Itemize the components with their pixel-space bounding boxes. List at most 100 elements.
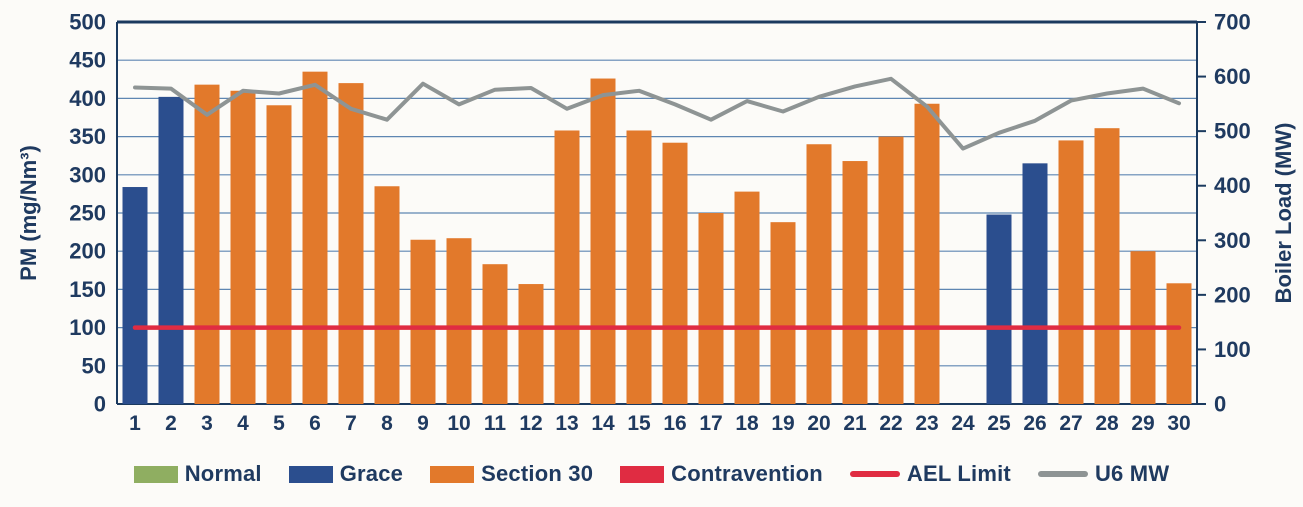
- x-axis-tick-label: 15: [627, 412, 651, 435]
- legend-item-section-30: Section 30: [430, 461, 593, 487]
- x-axis-tick-label: 4: [237, 412, 249, 435]
- u6-mw-line: [133, 76, 1181, 151]
- right-axis-tick-label: 200: [1214, 282, 1251, 307]
- legend-item-u6-mw: U6 MW: [1037, 461, 1170, 487]
- legend-swatch-box: [620, 465, 665, 483]
- bar-day-22: [878, 136, 904, 404]
- bar-day-21: [842, 161, 868, 404]
- x-axis-tick-label: 8: [381, 412, 393, 435]
- bar-day-16: [662, 142, 688, 404]
- bar-day-3: [194, 84, 220, 404]
- left-axis-tick-label: 200: [69, 239, 106, 264]
- x-axis-tick-label: 18: [735, 412, 759, 435]
- x-axis-tick-label: 2: [165, 412, 177, 435]
- x-axis-tick-label: 16: [663, 412, 686, 435]
- x-axis-tick-label: 21: [843, 412, 867, 435]
- bar-day-1: [122, 187, 148, 404]
- x-axis-tick-label: 26: [1023, 412, 1046, 435]
- x-axis-tick-label: 20: [807, 412, 830, 435]
- legend-swatch-box: [133, 465, 178, 483]
- x-axis-tick-label: 28: [1095, 412, 1119, 435]
- x-axis-tick-label: 30: [1167, 412, 1190, 435]
- left-axis-tick-label: 50: [82, 353, 106, 378]
- bar-day-13: [554, 130, 580, 404]
- x-axis-tick-label: 10: [447, 412, 470, 435]
- bar-day-26: [1022, 163, 1048, 404]
- x-axis-tick-label: 17: [699, 412, 722, 435]
- x-axis-tick-label: 9: [417, 412, 429, 435]
- right-axis-tick-label: 300: [1214, 228, 1251, 253]
- bar-day-17: [698, 213, 724, 404]
- left-axis-tick-label: 150: [69, 277, 106, 302]
- legend-item-ael-limit: AEL Limit: [849, 461, 1011, 487]
- legend-swatch-line: [1037, 471, 1088, 477]
- right-axis-tick-label: 0: [1214, 392, 1226, 417]
- x-axis-tick-label: 7: [345, 412, 357, 435]
- left-axis-tick-label: 300: [69, 162, 106, 187]
- left-axis-tick-label: 400: [69, 86, 106, 111]
- bar-day-9: [410, 239, 436, 404]
- legend-swatch-line: [849, 471, 900, 477]
- bar-day-7: [338, 83, 364, 405]
- legend-label: Normal: [184, 461, 262, 486]
- left-axis-title: PM (mg/Nm³): [16, 145, 41, 281]
- legend-item-normal: Normal: [133, 461, 262, 487]
- x-axis-tick-label: 3: [201, 412, 213, 435]
- legend-swatch-box: [288, 465, 333, 483]
- bar-day-14: [590, 78, 616, 404]
- x-axis-tick-label: 22: [879, 412, 902, 435]
- bar-day-18: [734, 191, 760, 404]
- left-axis-tick-label: 0: [94, 392, 106, 417]
- bar-day-8: [374, 186, 400, 404]
- legend-label: Section 30: [481, 461, 594, 486]
- x-axis-tick-label: 29: [1131, 412, 1154, 435]
- legend-label: U6 MW: [1094, 461, 1170, 486]
- left-axis-tick-label: 350: [69, 124, 106, 149]
- bar-day-28: [1094, 128, 1120, 405]
- x-axis-tick-label: 6: [309, 412, 321, 435]
- legend-item-contravention: Contravention: [620, 461, 823, 487]
- x-axis-tick-label: 23: [915, 412, 938, 435]
- legend-swatch-box: [430, 465, 475, 483]
- x-axis-tick-label: 14: [591, 412, 615, 435]
- bar-day-30: [1166, 283, 1192, 404]
- right-axis-tick-label: 100: [1214, 337, 1251, 362]
- left-axis-tick-label: 450: [69, 48, 106, 73]
- left-axis-tick-label: 250: [69, 201, 106, 226]
- bar-day-5: [266, 105, 292, 404]
- legend-item-grace: Grace: [288, 461, 404, 487]
- x-axis-tick-label: 19: [771, 412, 794, 435]
- right-axis-tick-label: 500: [1214, 119, 1251, 144]
- x-axis-tick-label: 1: [129, 412, 141, 435]
- bar-day-27: [1058, 140, 1084, 405]
- bar-day-23: [914, 103, 940, 405]
- bar-day-20: [806, 144, 832, 405]
- bar-day-15: [626, 130, 652, 404]
- x-axis-tick-label: 24: [951, 412, 975, 435]
- x-axis-tick-label: 13: [555, 412, 578, 435]
- bar-day-25: [986, 214, 1012, 404]
- right-axis-tick-label: 400: [1214, 173, 1251, 198]
- right-axis-title: Boiler Load (MW): [1271, 123, 1296, 304]
- chart-plot-area: 0 50 100 150 200 250 300 350 400 450 500 0 100 200 300…: [16, 10, 1296, 436]
- chart-legend: Normal Grace Section 30 Contravention AEL Li…: [0, 452, 1303, 496]
- right-axis-tick-label: 700: [1214, 10, 1251, 35]
- bar-day-11: [482, 264, 508, 404]
- right-axis-tick-label: 600: [1214, 64, 1251, 89]
- x-axis-tick-label: 25: [987, 412, 1011, 435]
- bar-day-6: [302, 71, 328, 404]
- legend-label: AEL Limit: [906, 461, 1011, 486]
- x-axis-tick-label: 12: [519, 412, 542, 435]
- legend-label: Grace: [339, 461, 404, 486]
- bar-day-19: [770, 222, 796, 404]
- bar-day-12: [518, 284, 544, 404]
- bar-day-10: [446, 238, 472, 404]
- left-axis-tick-label: 100: [69, 315, 106, 340]
- bar-day-4: [230, 90, 256, 404]
- left-axis-tick-label: 500: [69, 10, 106, 35]
- x-axis-tick-label: 27: [1059, 412, 1082, 435]
- x-axis-tick-label: 11: [484, 412, 507, 435]
- legend-label: Contravention: [671, 461, 823, 486]
- bar-day-2: [158, 96, 184, 404]
